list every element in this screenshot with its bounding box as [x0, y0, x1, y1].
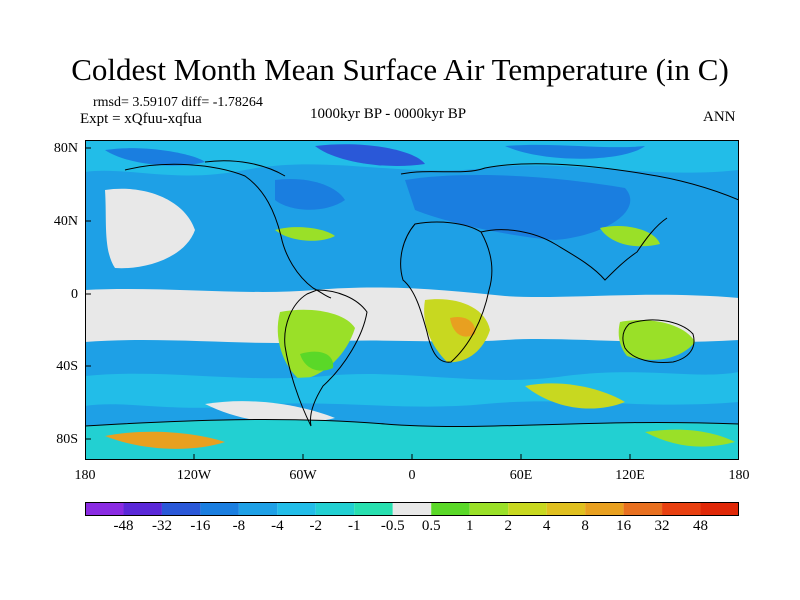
colorbar [85, 502, 739, 516]
colorbar-swatch-7 [315, 502, 355, 516]
lat-label-80s: 80S [56, 432, 78, 447]
colorbar-swatch-3 [161, 502, 201, 516]
colorbar-tick-label: -4 [271, 518, 284, 534]
lon-label-0: 0 [408, 468, 416, 483]
axis-ticks [85, 147, 631, 460]
coastlines [85, 160, 739, 428]
stats-label: rmsd= 3.59107 diff= -1.78264 [93, 95, 263, 110]
colorbar-tick-label: 16 [616, 518, 632, 534]
colorbar-swatch-14 [585, 502, 624, 516]
arctic-cold-patch-2 [315, 144, 425, 166]
colorbar-swatch-16 [662, 502, 701, 516]
coastline-eurasia-south [480, 217, 668, 281]
colorbar-swatch-11 [469, 502, 509, 516]
neutral-tropical-belt [85, 287, 739, 343]
coastline-australia [622, 319, 695, 363]
warm-patch-antarctica-east [645, 429, 735, 447]
warm-patch-north-america [275, 227, 335, 241]
temperature-map [85, 140, 739, 460]
arctic-cold-patch-1 [105, 148, 205, 166]
warm-south-america [277, 309, 355, 380]
colorbar-tick-label: -1 [348, 518, 361, 534]
coastline-alaska [204, 160, 286, 177]
neutral-patch-southern-ocean [205, 401, 335, 424]
lon-label-120e: 120E [615, 468, 645, 483]
colorbar-swatch-1 [85, 502, 124, 516]
colorbar-swatch-4 [200, 502, 239, 516]
colorbar-tick-label: -2 [309, 518, 323, 534]
coastline-eurasia-north [400, 163, 739, 201]
colorbar-swatch-12 [508, 502, 547, 516]
colorbar-tick-label: 48 [693, 518, 708, 534]
warm-patch-antarctica-west [105, 431, 225, 449]
colorbar-swatch-2 [123, 502, 162, 516]
hot-spot-africa [450, 316, 476, 337]
colorbar-border [85, 502, 739, 516]
colorbar-swatch-5 [238, 502, 278, 516]
season-label: ANN [703, 109, 736, 125]
lon-label-120w: 120W [176, 468, 212, 483]
warm-patch-southern-ocean [525, 383, 625, 409]
colorbar-swatch-13 [546, 502, 586, 516]
colorbar-tick-label: -32 [152, 518, 172, 534]
warm-australia [618, 320, 695, 360]
lon-label-60e: 60E [509, 468, 533, 483]
colorbar-tick-label: -16 [190, 518, 211, 534]
antarctica-region [85, 419, 739, 460]
coastline-antarctica [85, 419, 739, 428]
lat-label-40n: 40N [53, 214, 78, 229]
colorbar-tick-label: 2 [504, 518, 512, 534]
lat-label-40s: 40S [56, 359, 78, 374]
southern-ocean-band [85, 372, 739, 408]
colorbar-tick-label: 32 [654, 518, 670, 534]
colorbar-swatch-6 [277, 502, 316, 516]
colorbar-tick-label: -48 [113, 518, 134, 534]
lon-label-180w: 180 [74, 468, 96, 483]
lon-label-180e: 180 [728, 468, 750, 483]
north-america-cold-region [275, 178, 345, 210]
colorbar-tick-label: -8 [232, 518, 246, 534]
colorbar-tick-label: 8 [581, 518, 589, 534]
colorbar-swatch-15 [623, 502, 663, 516]
colorbar-tick-label: 4 [542, 518, 551, 534]
neutral-north-pacific [105, 188, 195, 269]
colorbar-tick-label: 1 [465, 518, 474, 534]
period-label: 1000kyr BP - 0000kyr BP [310, 106, 467, 122]
map-title: Coldest Month Mean Surface Air Temperatu… [71, 52, 729, 87]
colorbar-swatch-8 [354, 502, 393, 516]
warm-south-america-core [300, 351, 334, 371]
colorbar-tick-label: -0.5 [380, 518, 405, 534]
colorbar-tick-label: 0.5 [421, 518, 441, 534]
colorbar-swatch-17 [700, 502, 739, 516]
eurasia-cold-region [405, 174, 631, 240]
arctic-cold-patch-3 [505, 144, 645, 159]
experiment-label: Expt = xQfuu-xqfua [80, 111, 202, 127]
lat-label-0: 0 [71, 287, 78, 302]
colorbar-swatch-10 [431, 502, 470, 516]
lat-label-80n: 80N [53, 141, 78, 156]
coastline-africa [400, 221, 493, 363]
lon-label-60w: 60W [289, 468, 317, 483]
coastline-south-america [284, 289, 368, 427]
colorbar-swatch-9 [392, 502, 432, 516]
